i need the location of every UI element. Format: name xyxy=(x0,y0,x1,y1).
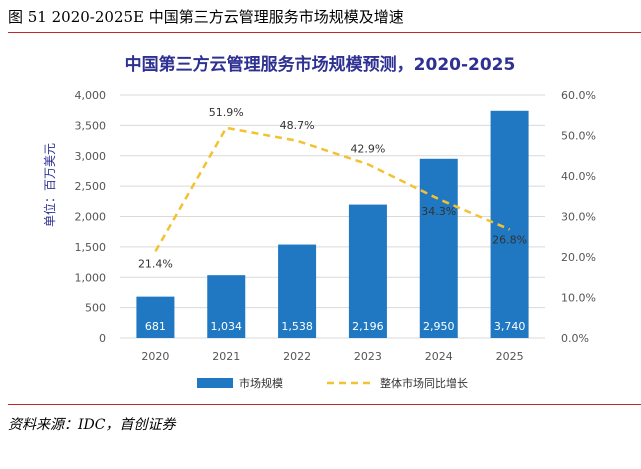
x-tick-label: 2025 xyxy=(496,350,524,363)
bar xyxy=(207,275,246,338)
y2-tick-label: 0.0% xyxy=(561,332,589,345)
bar-value-label: 1,538 xyxy=(281,320,313,333)
y-tick-label: 500 xyxy=(85,302,106,315)
bar-value-label: 3,740 xyxy=(494,320,526,333)
figure-caption: 图 51 2020-2025E 中国第三方云管理服务市场规模及增速 xyxy=(8,8,404,26)
growth-label: 34.3% xyxy=(421,205,456,218)
y2-tick-label: 60.0% xyxy=(561,89,596,102)
x-tick-label: 2021 xyxy=(212,350,240,363)
growth-label: 26.8% xyxy=(492,233,527,246)
y-axis-label: 单位：百万美元 xyxy=(42,143,57,227)
x-tick-label: 2024 xyxy=(425,350,453,363)
y2-tick-label: 30.0% xyxy=(561,211,596,224)
top-rule xyxy=(8,32,641,33)
bar-value-label: 1,034 xyxy=(211,320,243,333)
growth-label: 51.9% xyxy=(209,106,244,119)
x-tick-label: 2020 xyxy=(141,350,169,363)
x-tick-label: 2023 xyxy=(354,350,382,363)
growth-label: 21.4% xyxy=(138,257,173,270)
bottom-rule xyxy=(8,404,641,405)
y-tick-label: 0 xyxy=(99,332,106,345)
y-tick-label: 3,000 xyxy=(75,150,107,163)
chart-title: 中国第三方云管理服务市场规模预测，2020-2025 xyxy=(125,54,516,75)
growth-label: 48.7% xyxy=(280,119,315,132)
bar xyxy=(348,204,387,338)
legend-bar-swatch xyxy=(197,378,233,388)
x-tick-label: 2022 xyxy=(283,350,311,363)
bar xyxy=(136,296,175,338)
y-tick-label: 1,500 xyxy=(75,241,107,254)
y-tick-label: 2,000 xyxy=(75,211,107,224)
growth-label: 42.9% xyxy=(350,142,385,155)
legend-line-label: 整体市场同比增长 xyxy=(380,376,468,390)
bar-value-label: 2,196 xyxy=(352,320,384,333)
bar xyxy=(278,244,317,338)
y2-tick-label: 50.0% xyxy=(561,130,596,143)
legend-bar-label: 市场规模 xyxy=(239,376,283,390)
y-tick-label: 4,000 xyxy=(75,89,107,102)
bar xyxy=(419,158,458,338)
source-note: 资料来源：IDC，首创证券 xyxy=(8,417,176,433)
y2-tick-label: 40.0% xyxy=(561,170,596,183)
y2-tick-label: 20.0% xyxy=(561,251,596,264)
y-tick-label: 3,500 xyxy=(75,119,107,132)
y2-tick-label: 10.0% xyxy=(561,292,596,305)
y-tick-label: 2,500 xyxy=(75,180,107,193)
bar-value-label: 2,950 xyxy=(423,320,455,333)
bar-value-label: 681 xyxy=(145,320,166,333)
bar xyxy=(490,110,529,338)
y-tick-label: 1,000 xyxy=(75,271,107,284)
